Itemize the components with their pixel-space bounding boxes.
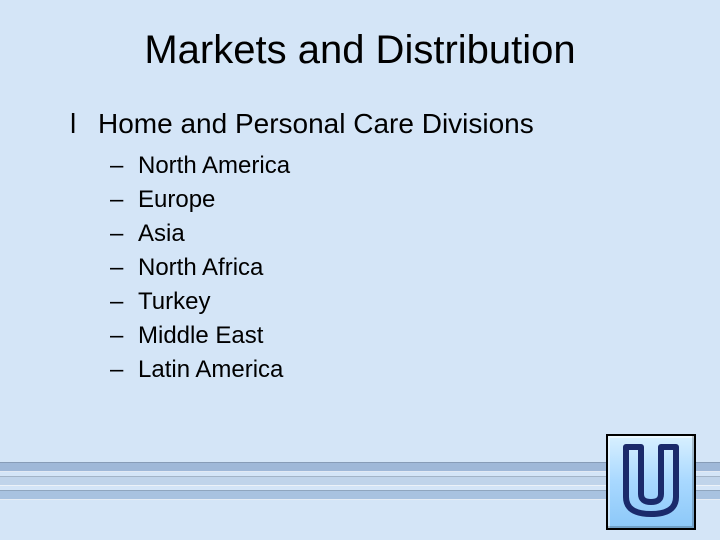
dash-glyph: –: [110, 322, 138, 350]
sub-bullet-item: – Middle East: [110, 322, 534, 350]
sub-bullet-text: Asia: [138, 220, 185, 248]
dash-glyph: –: [110, 254, 138, 282]
slide-content: l Home and Personal Care Divisions – Nor…: [70, 108, 534, 390]
sub-bullet-item: – North Africa: [110, 254, 534, 282]
sub-bullet-item: – Europe: [110, 186, 534, 214]
dash-glyph: –: [110, 152, 138, 180]
dash-glyph: –: [110, 356, 138, 384]
sub-bullet-list: – North America – Europe – Asia – North …: [110, 152, 534, 384]
sub-bullet-text: Turkey: [138, 288, 210, 316]
sub-bullet-text: North Africa: [138, 254, 263, 282]
sub-bullet-text: North America: [138, 152, 290, 180]
logo-badge: [606, 434, 696, 530]
logo-u-icon: [616, 442, 686, 522]
bullet-level1: l Home and Personal Care Divisions: [70, 108, 534, 140]
dash-glyph: –: [110, 288, 138, 316]
sub-bullet-text: Middle East: [138, 322, 263, 350]
dash-glyph: –: [110, 186, 138, 214]
slide: Markets and Distribution l Home and Pers…: [0, 0, 720, 540]
sub-bullet-item: – Asia: [110, 220, 534, 248]
sub-bullet-text: Latin America: [138, 356, 283, 384]
slide-title: Markets and Distribution: [0, 28, 720, 73]
sub-bullet-item: – Latin America: [110, 356, 534, 384]
sub-bullet-item: – Turkey: [110, 288, 534, 316]
bullet-glyph: l: [70, 108, 98, 140]
dash-glyph: –: [110, 220, 138, 248]
bullet-text: Home and Personal Care Divisions: [98, 108, 534, 140]
sub-bullet-text: Europe: [138, 186, 215, 214]
sub-bullet-item: – North America: [110, 152, 534, 180]
